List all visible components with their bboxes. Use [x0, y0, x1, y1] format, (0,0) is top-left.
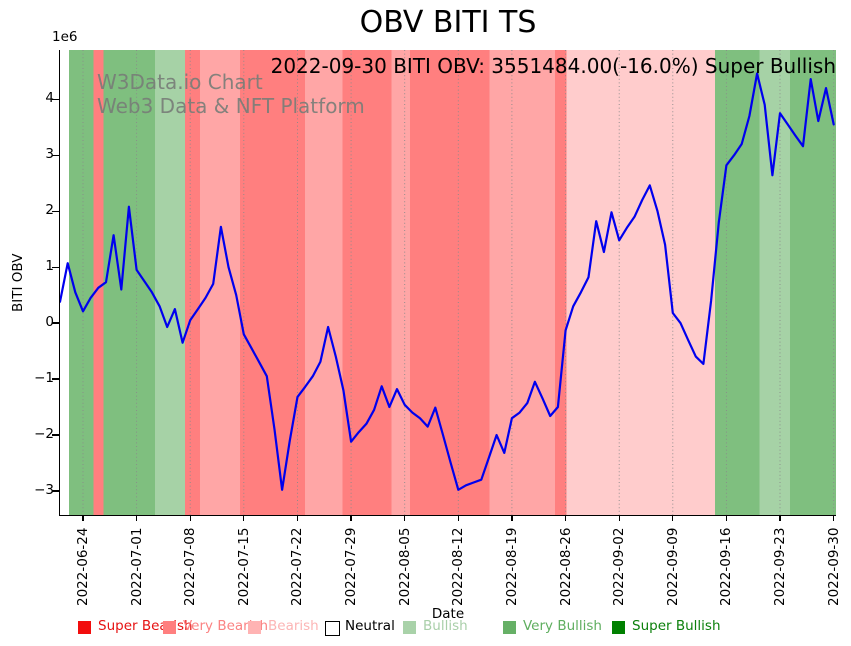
x-tick-mark: [833, 515, 835, 521]
sentiment-band: [554, 50, 567, 515]
y-tick-mark: [52, 98, 59, 100]
chart-title: OBV BITI TS: [359, 5, 537, 40]
y-tick-label: 1: [45, 258, 54, 275]
x-tick-label: 2022-08-05: [396, 527, 413, 606]
sentiment-band: [489, 50, 555, 515]
x-tick-mark: [725, 515, 727, 521]
x-tick-label: 2022-08-12: [450, 527, 467, 606]
watermark: W3Data.io Chart Web3 Data & NFT Platform: [97, 70, 365, 118]
sentiment-band: [410, 50, 490, 515]
sentiment-band: [200, 50, 240, 515]
legend-swatch-very-bullish: [503, 621, 516, 634]
sentiment-band: [714, 50, 760, 515]
x-tick-label: 2022-09-23: [772, 527, 789, 606]
x-tick-label: 2022-07-08: [182, 527, 199, 606]
y-tick-label: 4: [45, 90, 54, 107]
x-tick-mark: [350, 515, 352, 521]
sentiment-band: [93, 50, 104, 515]
x-tick-label: 2022-07-15: [235, 527, 252, 606]
y-tick-label: −2: [34, 425, 54, 442]
x-tick-mark: [672, 515, 674, 521]
x-tick-label: 2022-09-30: [825, 527, 842, 606]
legend-swatch-bullish: [403, 621, 416, 634]
sentiment-band: [155, 50, 185, 515]
y-tick-mark: [52, 266, 59, 268]
x-tick-mark: [511, 515, 513, 521]
sentiment-band: [184, 50, 201, 515]
x-tick-label: 2022-07-01: [128, 527, 145, 606]
sentiment-band: [790, 50, 836, 515]
x-tick-mark: [189, 515, 191, 521]
watermark-line2: Web3 Data & NFT Platform: [97, 94, 365, 118]
x-tick-mark: [296, 515, 299, 521]
x-tick-mark: [564, 515, 567, 521]
y-tick-label: 3: [45, 146, 54, 163]
y-tick-mark: [52, 490, 59, 492]
chart-subtitle: 2022-09-30 BITI OBV: 3551484.00(-16.0%) …: [270, 54, 836, 78]
x-tick-mark: [404, 515, 406, 521]
sentiment-band: [305, 50, 343, 515]
x-tick-mark: [457, 515, 459, 521]
x-tick-label: 2022-09-16: [718, 527, 735, 606]
sentiment-band: [342, 50, 392, 515]
obv-line: [60, 72, 835, 491]
sentiment-band: [759, 50, 790, 515]
y-tick-mark: [52, 434, 59, 436]
x-tick-label: 2022-07-22: [289, 527, 306, 606]
bottom-axis-spine: [59, 514, 836, 516]
x-tick-mark: [82, 515, 84, 521]
plot-canvas: [60, 50, 836, 515]
x-tick-label: 2022-08-19: [503, 527, 520, 606]
y-tick-label: −3: [34, 481, 54, 498]
x-tick-label: 2022-09-02: [611, 527, 628, 606]
legend-swatch-bearish: [248, 621, 261, 634]
y-tick-label: −1: [34, 370, 54, 387]
y-tick-label: 2: [45, 202, 54, 219]
sentiment-band: [566, 50, 715, 515]
y-tick-mark: [52, 154, 59, 156]
plot-area: [60, 50, 836, 515]
y-axis-offset-text: 1e6: [52, 29, 78, 45]
y-tick-mark: [52, 378, 59, 380]
sentiment-band: [103, 50, 155, 515]
legend-swatch-super-bullish: [612, 621, 625, 634]
x-tick-label: 2022-06-24: [74, 527, 91, 606]
left-axis-spine: [59, 50, 61, 516]
x-tick-mark: [136, 515, 138, 521]
x-tick-label: 2022-08-26: [557, 527, 574, 606]
x-tick-label: 2022-09-09: [664, 527, 681, 606]
y-tick-mark: [52, 322, 59, 324]
sentiment-band: [240, 50, 306, 515]
x-tick-label: 2022-07-29: [343, 527, 360, 606]
legend-swatch-neutral: [325, 621, 340, 636]
watermark-line1: W3Data.io Chart: [97, 70, 263, 94]
sentiment-band: [391, 50, 411, 515]
y-tick-label: 0: [45, 314, 54, 331]
legend-swatch-super-bearish: [78, 621, 91, 634]
x-tick-mark: [779, 515, 781, 521]
x-axis-label: Date: [431, 606, 465, 622]
legend-swatch-very-bearish: [163, 621, 176, 634]
x-tick-mark: [618, 515, 620, 521]
x-tick-mark: [243, 515, 245, 521]
y-tick-mark: [52, 210, 59, 212]
